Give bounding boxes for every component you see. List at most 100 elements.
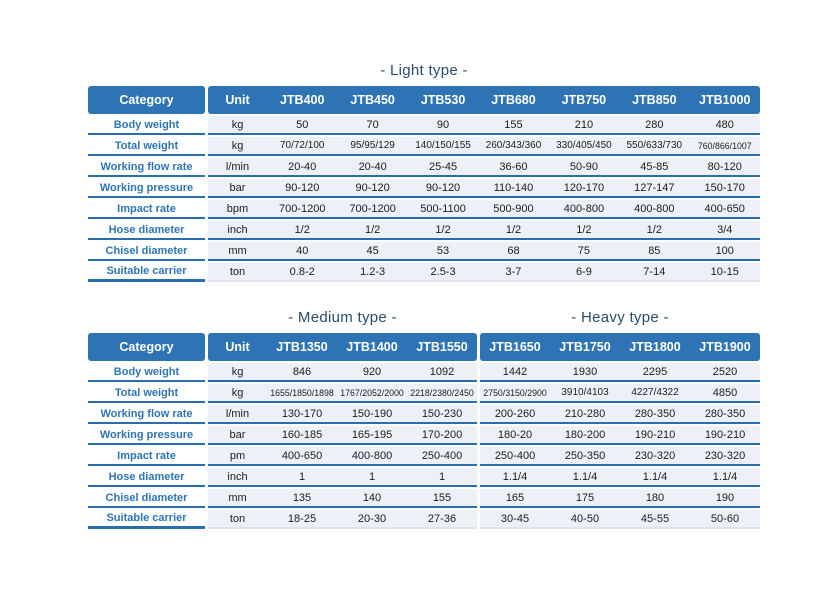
table-row: Hose diameter inch 1 1 1 1.1/4 1.1/4 1.1/4 1.1/4 xyxy=(88,468,760,487)
value-cell: 3/4 xyxy=(717,223,733,236)
unit-cell: pm xyxy=(229,449,246,462)
value-cell: 127-147 xyxy=(634,181,675,194)
unit-header-cell: Unit xyxy=(225,340,250,354)
value-cell: 165-195 xyxy=(351,428,393,441)
value-cell: 7-14 xyxy=(643,265,666,278)
value-cell: 1442 xyxy=(502,365,528,378)
value-cell: 1.1/4 xyxy=(712,470,738,483)
category-cell: Total weight xyxy=(88,384,205,403)
value-cell: 1/2 xyxy=(364,223,381,236)
value-cell: 135 xyxy=(292,491,312,504)
row-segment: l/min 130-170 150-190 150-230 xyxy=(208,405,477,424)
value-cell: 180-20 xyxy=(497,428,533,441)
model-header-cell: JTB1400 xyxy=(346,340,398,354)
value-cell: 2295 xyxy=(642,365,668,378)
value-cell: 100 xyxy=(715,244,734,257)
row-segment: pm 400-650 400-800 250-400 xyxy=(208,447,477,466)
table-header-row: Category Unit JTB400 JTB450 JTB530 JTB680 JTB7… xyxy=(88,86,760,114)
value-cell: 180 xyxy=(645,491,665,504)
header-segment: Unit JTB400 JTB450 JTB530 JTB680 JTB750 JTB850… xyxy=(208,86,760,114)
category-cell: Working pressure xyxy=(88,179,205,198)
unit-cell: l/min xyxy=(225,160,250,173)
row-segment: kg 70/72/100 95/95/129 140/150/155 260/343/3… xyxy=(208,137,760,156)
table-title: - Light type - xyxy=(380,61,468,79)
table-row: Chisel diameter mm 135 140 155 165 175 180 190 xyxy=(88,489,760,508)
model-header-cell: JTB680 xyxy=(491,93,536,107)
row-segment: ton 0.8-2 1.2-3 2.5-3 3-7 6-9 7-14 10-15 xyxy=(208,263,760,282)
value-cell: 70 xyxy=(366,118,379,131)
category-header-cell: Category xyxy=(88,86,205,114)
unit-cell: ton xyxy=(229,512,246,525)
table-row: Impact rate bpm 700-1200 700-1200 500-1100 50… xyxy=(88,200,760,219)
value-cell: 130-170 xyxy=(281,407,323,420)
value-cell: 20-40 xyxy=(288,160,317,173)
value-cell: 1.1/4 xyxy=(642,470,668,483)
value-cell: 1/2 xyxy=(646,223,662,236)
table-title: - Medium type - xyxy=(288,308,397,326)
row-segment: 165 175 180 190 xyxy=(480,489,760,508)
value-cell: 846 xyxy=(292,365,312,378)
unit-cell: bpm xyxy=(226,202,249,215)
row-segment: bar 160-185 165-195 170-200 xyxy=(208,426,477,445)
value-cell: 1 xyxy=(298,470,306,483)
value-cell: 150-190 xyxy=(351,407,393,420)
model-header-cell: JTB1800 xyxy=(629,340,681,354)
value-cell: 50-90 xyxy=(569,160,598,173)
table-row: Suitable carrier ton 18-25 20-30 27-36 30-45 4… xyxy=(88,510,760,529)
value-cell: 160-185 xyxy=(281,428,323,441)
header-segment: JTB1650 JTB1750 JTB1800 JTB1900 xyxy=(480,333,760,361)
model-header-cell: JTB400 xyxy=(279,93,325,107)
value-cell: 1.1/4 xyxy=(502,470,528,483)
value-cell: 1/2 xyxy=(435,223,451,236)
value-cell: 1.2-3 xyxy=(360,265,386,278)
unit-cell: mm xyxy=(228,244,247,257)
value-cell: 500-900 xyxy=(493,202,534,215)
value-cell: 400-650 xyxy=(704,202,745,215)
value-cell: 140 xyxy=(362,491,382,504)
value-cell: 68 xyxy=(507,244,520,257)
value-cell: 700-1200 xyxy=(278,202,326,215)
value-cell: 36-60 xyxy=(499,160,528,173)
category-cell: Chisel diameter xyxy=(88,242,205,261)
value-cell: 210-280 xyxy=(564,407,606,420)
light-type-table: - Light type - Category Unit JTB400 JTB450 JT… xyxy=(88,60,760,284)
table-title-row: - Medium type - - Heavy type - xyxy=(88,307,760,327)
row-segment: kg 846 920 1092 xyxy=(208,363,477,382)
value-cell: 550/633/730 xyxy=(626,140,683,151)
value-cell: 1/2 xyxy=(505,223,522,236)
value-cell: 40 xyxy=(296,244,309,257)
unit-cell: l/min xyxy=(225,407,250,420)
row-segment: 1442 1930 2295 2520 xyxy=(480,363,760,382)
model-header-cell: JTB750 xyxy=(561,93,607,107)
value-cell: 190 xyxy=(715,491,735,504)
table-title-row: - Light type - xyxy=(88,60,760,80)
row-segment: 2750/3150/2900 3910/4103 4227/4322 4850 xyxy=(480,384,760,403)
table-row: Suitable carrier ton 0.8-2 1.2-3 2.5-3 3-7 6-9… xyxy=(88,263,760,282)
value-cell: 1.1/4 xyxy=(572,470,598,483)
value-cell: 40-50 xyxy=(570,512,600,525)
value-cell: 90 xyxy=(436,118,450,131)
row-segment: mm 135 140 155 xyxy=(208,489,477,508)
value-cell: 500-1100 xyxy=(420,202,466,215)
value-cell: 20-30 xyxy=(357,512,387,525)
row-segment: bar 90-120 90-120 90-120 110-140 120-170 127-1… xyxy=(208,179,760,198)
table-row: Total weight kg 70/72/100 95/95/129 140/150/… xyxy=(88,137,760,156)
category-cell: Body weight xyxy=(88,116,205,135)
category-cell: Hose diameter xyxy=(88,221,205,240)
value-cell: 0.8-2 xyxy=(289,265,315,278)
row-segment: 250-400 250-350 230-320 230-320 xyxy=(480,447,760,466)
category-cell: Total weight xyxy=(88,137,205,156)
model-header-cell: JTB1750 xyxy=(559,340,611,354)
value-cell: 2520 xyxy=(712,365,738,378)
row-segment: inch 1/2 1/2 1/2 1/2 1/2 1/2 3/4 xyxy=(208,221,760,240)
value-cell: 18-25 xyxy=(287,512,317,525)
model-header-cell: JTB1350 xyxy=(276,340,328,354)
value-cell: 2750/3150/2900 xyxy=(483,387,547,398)
value-cell: 1/2 xyxy=(294,223,310,236)
value-cell: 1 xyxy=(368,470,376,483)
category-cell: Impact rate xyxy=(88,200,205,219)
value-cell: 150-230 xyxy=(421,407,463,420)
table-header-row: Category Unit JTB1350 JTB1400 JTB1550 JTB1650… xyxy=(88,333,760,361)
category-cell: Working pressure xyxy=(88,426,205,445)
